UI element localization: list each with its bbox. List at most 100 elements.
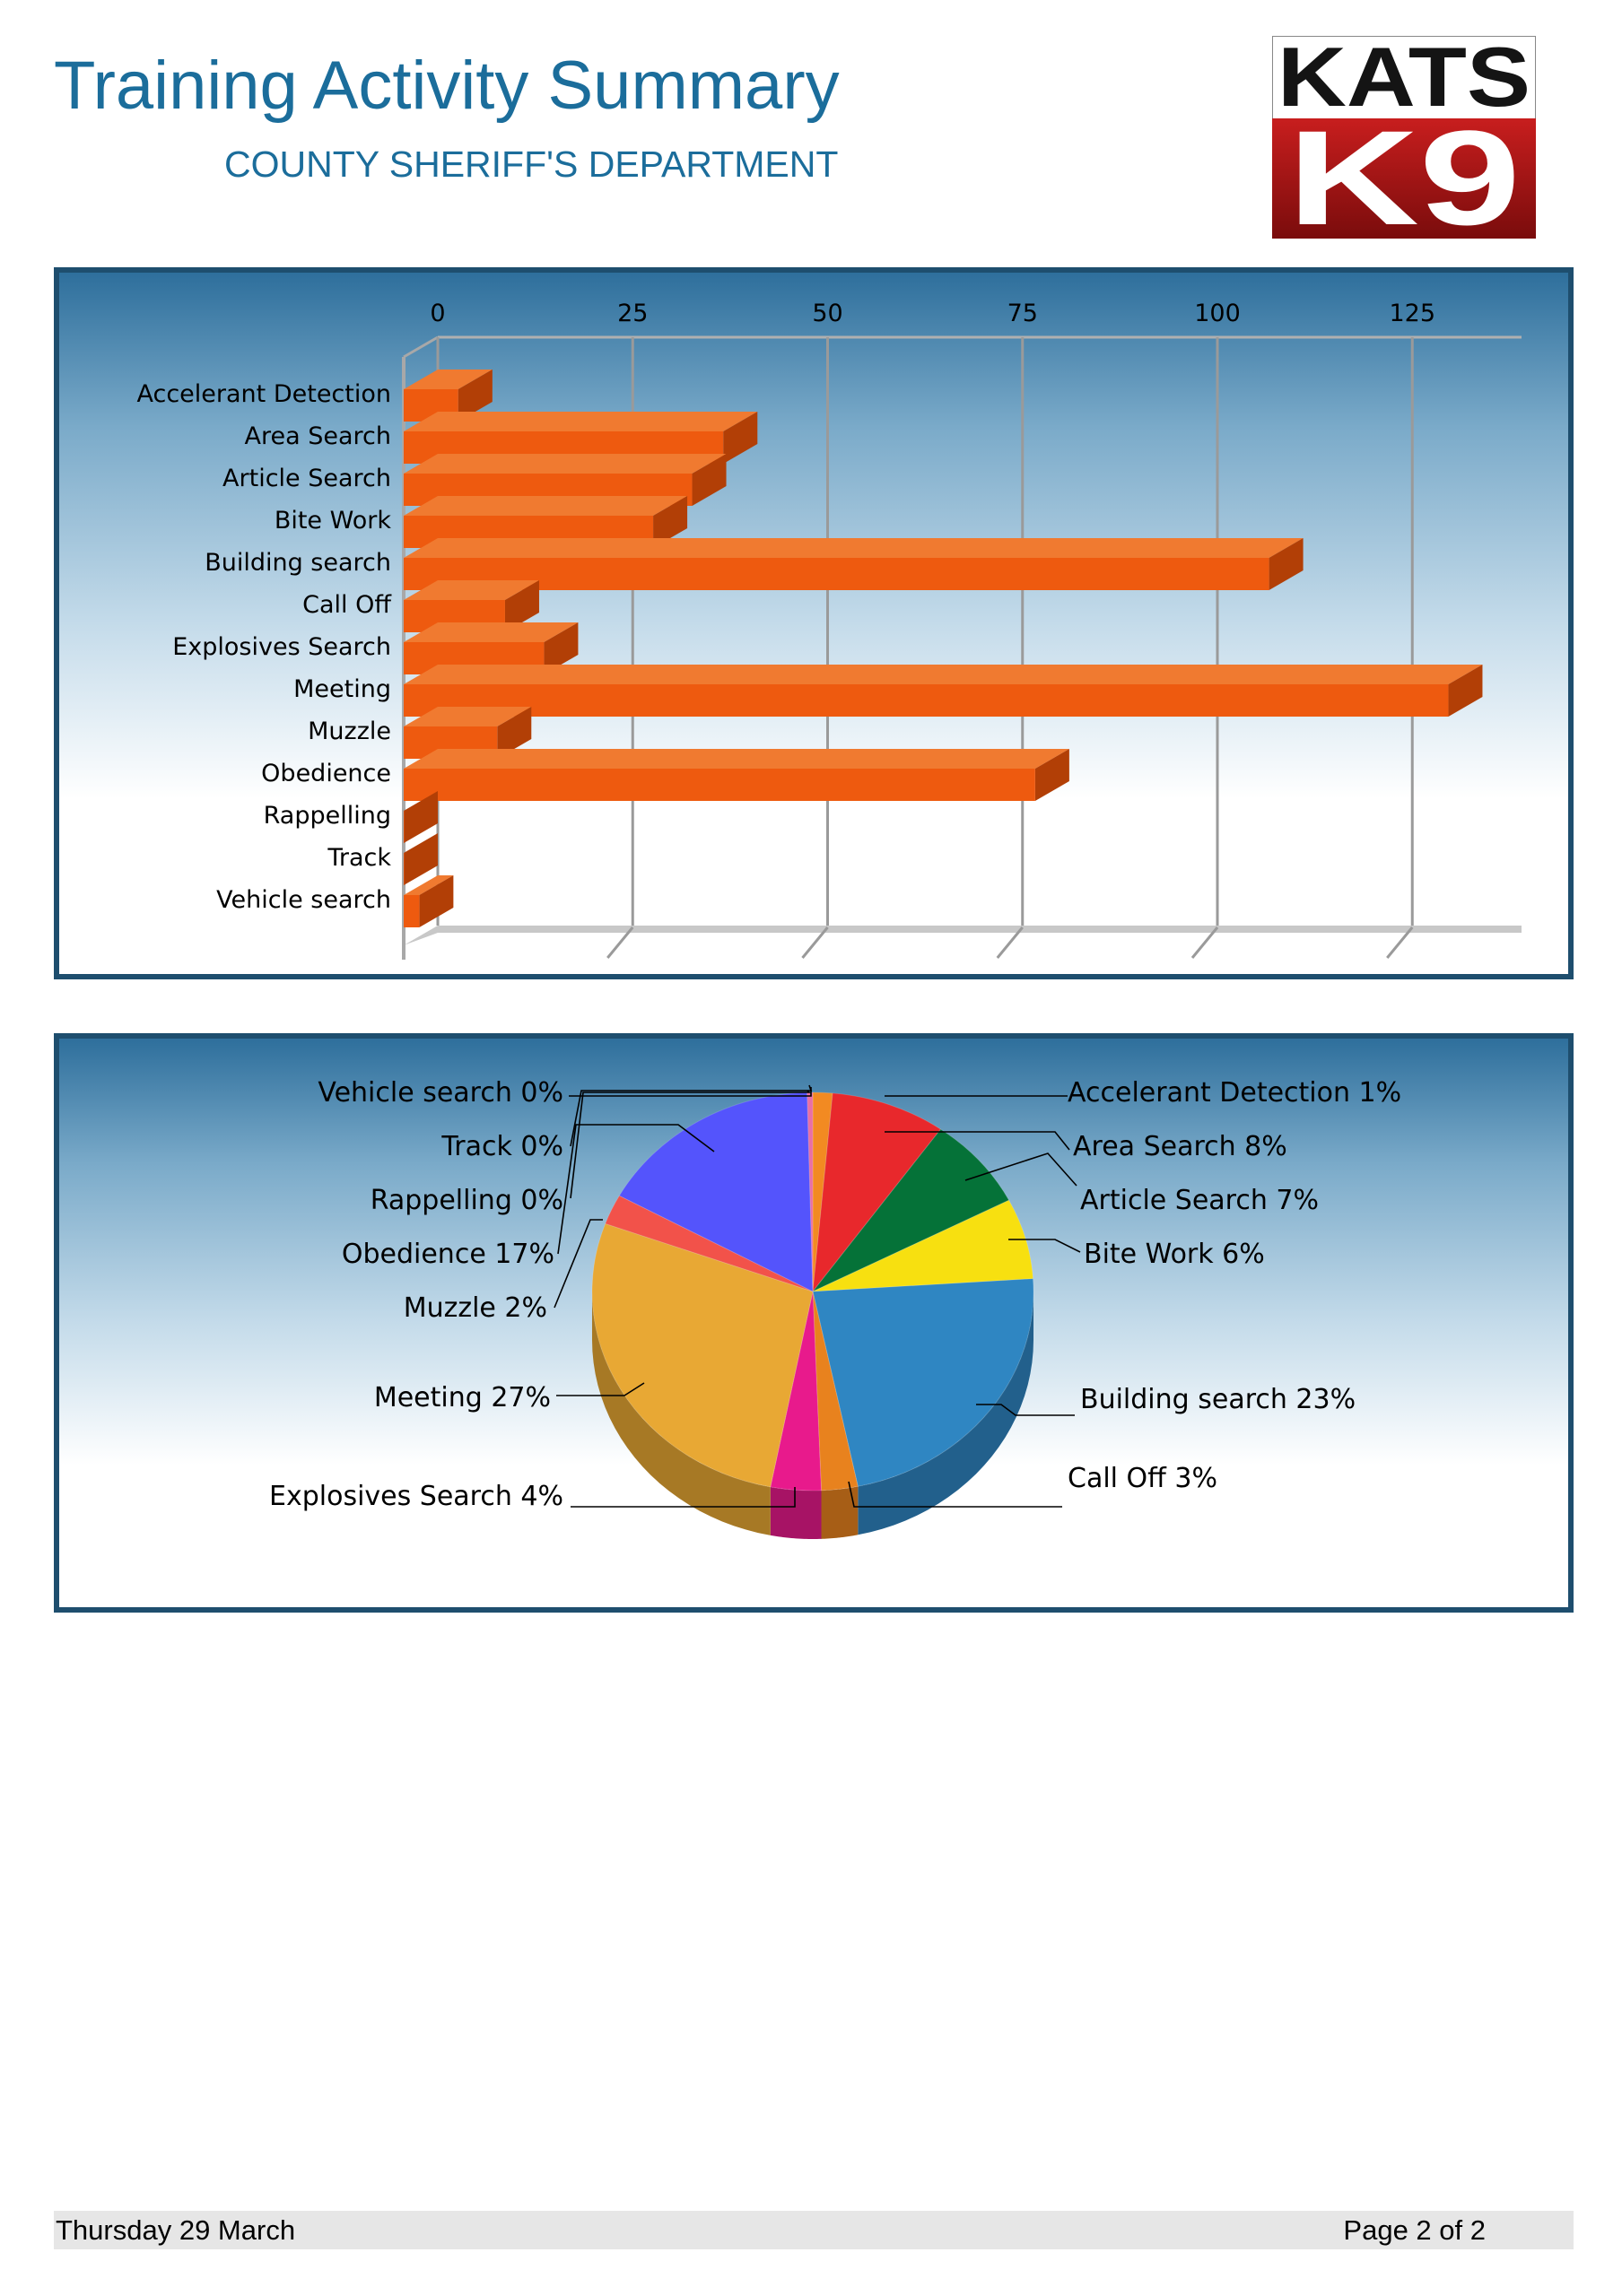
category-label-area-search: Area Search [245, 422, 391, 450]
pie-label-bite-work: Bite Work 6% [1084, 1239, 1265, 1270]
pie-slice-obedience [618, 1091, 814, 1292]
leader-line-article-search [964, 1152, 1077, 1187]
gridline-foot-25 [606, 926, 634, 959]
leader-line-vehicle-search [569, 1087, 812, 1097]
bar-top-call-off [404, 580, 539, 600]
leader-line-building-search [976, 1404, 1075, 1416]
bar-side-bite-work [653, 496, 688, 548]
chart-floor [404, 926, 1522, 945]
bar-side-meeting [1448, 665, 1483, 717]
category-label-article-search: Article Search [222, 465, 391, 492]
bar-top-muzzle [404, 707, 532, 726]
pie-slice-article-search [812, 1128, 1010, 1292]
leader-line-track [570, 1084, 813, 1147]
bar-chart: 0 25 50 75 100 125 Accelerant Detection Area Se… [137, 300, 1522, 960]
bar-top-building-search [404, 538, 1304, 558]
bar-side-explosives-search [544, 622, 579, 674]
bar-building-search [404, 558, 1269, 590]
bar-track [404, 853, 405, 885]
x-tick-label-100: 100 [1194, 300, 1241, 327]
bar-side-obedience [1034, 749, 1069, 801]
footer: Thursday 29 March Page 2 of 2 [54, 2211, 1574, 2249]
bar-side-vehicle-search [419, 875, 454, 927]
pie-side-building-search [858, 1292, 1033, 1535]
bar-top-bite-work [404, 496, 688, 516]
pie-slice-muzzle [605, 1195, 814, 1292]
pie-chart: Accelerant Detection 1% Area Search 8% Art… [269, 1077, 1401, 1539]
bar-top-obedience [404, 749, 1069, 769]
leader-line-meeting [556, 1382, 645, 1396]
pie-slice-accelerant-detection [812, 1091, 833, 1292]
x-tick-label-25: 25 [617, 300, 648, 327]
gridline-foot-125 [1386, 926, 1414, 959]
category-label-explosives-search: Explosives Search [172, 633, 391, 661]
pie-label-building-search: Building search 23% [1080, 1384, 1356, 1415]
bar-side-accelerant-detection [458, 370, 493, 422]
gridline-foot-100 [1190, 926, 1219, 959]
category-label-muzzle: Muzzle [308, 718, 391, 745]
bar-side-muzzle [497, 707, 532, 759]
bar-side-area-search [723, 412, 758, 464]
pie-slice-building-search [812, 1278, 1034, 1487]
pie-label-article-search: Article Search 7% [1080, 1185, 1319, 1216]
logo-text-top: KATS [1278, 36, 1530, 124]
pie-slice-bite-work [812, 1199, 1034, 1292]
pie-label-explosives-search: Explosives Search 4% [269, 1481, 563, 1512]
pie-label-muzzle: Muzzle 2% [404, 1292, 547, 1324]
bar-side-article-search [692, 454, 727, 506]
leader-line-bite-work [1008, 1239, 1081, 1253]
pie-label-obedience: Obedience 17% [342, 1239, 554, 1270]
pie-chart-panel: Accelerant Detection 1% Area Search 8% Art… [54, 1033, 1574, 1613]
leader-line-obedience [557, 1124, 715, 1255]
gridline-foot-50 [801, 926, 829, 959]
category-label-meeting: Meeting [293, 675, 391, 703]
leader-line-area-search [885, 1131, 1070, 1151]
bar-chart-panel: 0 25 50 75 100 125 Accelerant Detection Area Se… [54, 267, 1574, 979]
leader-line-rappelling [570, 1090, 811, 1199]
bar-top-explosives-search [404, 622, 579, 642]
x-tick-label-50: 50 [812, 300, 842, 327]
pie-label-area-search: Area Search 8% [1073, 1131, 1287, 1162]
footer-date: Thursday 29 March [56, 2214, 296, 2246]
bar-top-article-search [404, 454, 727, 474]
bar-rappelling [404, 811, 405, 843]
pie-slice-meeting [591, 1222, 814, 1488]
bar-side-track [404, 833, 438, 885]
bar-meeting [404, 684, 1449, 717]
page-subtitle: COUNTY SHERIFF'S DEPARTMENT [224, 144, 839, 185]
bar-side-call-off [504, 580, 539, 632]
pie-slice-explosives-search [770, 1291, 823, 1492]
pie-side-meeting [592, 1292, 771, 1535]
bar-top-accelerant-detection [404, 370, 493, 389]
category-label-track: Track [327, 844, 391, 872]
pie-label-rappelling: Rappelling 0% [371, 1185, 563, 1216]
x-tick-label-75: 75 [1007, 300, 1038, 327]
pie-label-call-off: Call Off 3% [1068, 1463, 1217, 1494]
category-label-bite-work: Bite Work [275, 507, 392, 535]
pie-slice-area-search [812, 1092, 942, 1293]
leader-line-muzzle [554, 1219, 603, 1309]
y-axis-depth-line [403, 335, 439, 359]
footer-page-number: Page 2 of 2 [1343, 2214, 1486, 2246]
pie-side-call-off [821, 1486, 859, 1539]
pie-label-vehicle-search: Vehicle search 0% [318, 1077, 563, 1109]
bar-obedience [404, 769, 1035, 801]
category-label-building-search: Building search [205, 549, 391, 577]
bar-side-rappelling [404, 791, 438, 843]
category-label-obedience: Obedience [261, 760, 391, 787]
logo-text-bottom: K9 [1287, 102, 1521, 239]
category-label-call-off: Call Off [302, 591, 392, 619]
pie-label-accelerant-detection: Accelerant Detection 1% [1068, 1077, 1401, 1109]
category-label-accelerant-detection: Accelerant Detection [137, 380, 392, 408]
kats-k9-logo: KATS K9 [1272, 36, 1536, 239]
bar-top-area-search [404, 412, 758, 431]
gridline-foot-75 [996, 926, 1024, 959]
pie-slice-call-off [812, 1291, 859, 1492]
category-label-vehicle-search: Vehicle search [216, 886, 391, 914]
bar-top-vehicle-search [404, 875, 454, 895]
page-title: Training Activity Summary [54, 48, 840, 124]
leader-line-call-off [848, 1481, 1062, 1508]
bar-vehicle-search [404, 895, 420, 927]
bar-top-meeting [404, 665, 1483, 684]
x-tick-label-0: 0 [430, 300, 445, 327]
